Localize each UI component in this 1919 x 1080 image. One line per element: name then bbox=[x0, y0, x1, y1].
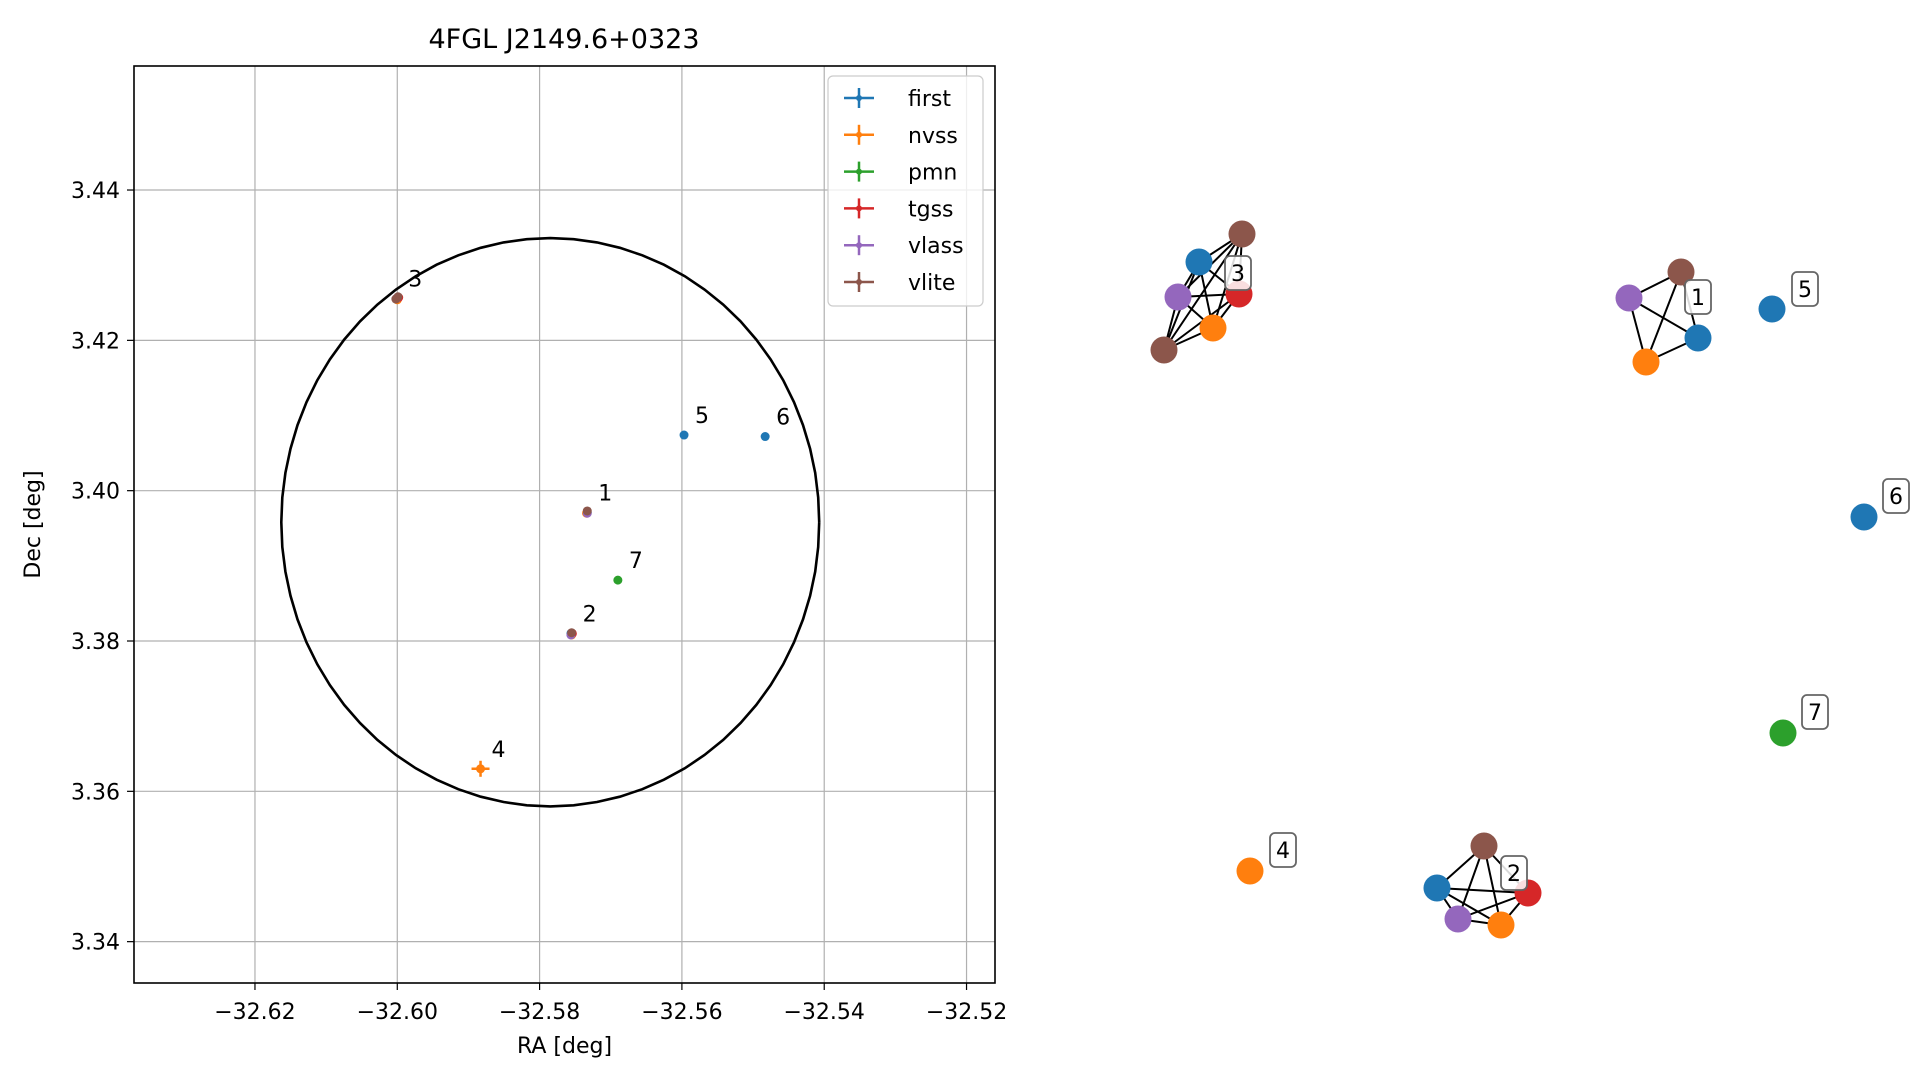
network-edge bbox=[1436, 887, 1529, 894]
legend-marker-tgss bbox=[856, 205, 862, 212]
network-label: 7 bbox=[1808, 701, 1822, 726]
legend-label-pmn: pmn bbox=[908, 161, 957, 186]
point-vlite bbox=[393, 292, 403, 302]
y-tick-label: 3.42 bbox=[71, 329, 120, 354]
point-first bbox=[760, 432, 770, 442]
network-nodes bbox=[1150, 220, 1878, 939]
network-label: 4 bbox=[1276, 839, 1290, 864]
legend-box bbox=[827, 75, 984, 307]
network-label: 3 bbox=[1231, 262, 1245, 287]
network-node-first bbox=[1850, 503, 1878, 531]
chart-title: 4FGL J2149.6+0323 bbox=[428, 24, 699, 55]
network-labels: 3 1 5 6 7 4 2 bbox=[1224, 255, 1910, 891]
scatter-points bbox=[391, 292, 770, 777]
point-vlite bbox=[582, 506, 592, 516]
y-axis-ticks: 3.34 3.36 3.38 3.40 3.42 3.44 bbox=[71, 179, 134, 956]
x-axis-ticks: −32.62 −32.60 −32.58 −32.56 −32.54 −32.52 bbox=[214, 983, 1007, 1025]
network-label: 6 bbox=[1889, 485, 1903, 510]
legend-label-vlite: vlite bbox=[908, 271, 955, 296]
network-label: 5 bbox=[1798, 278, 1812, 303]
point-annotation: 5 bbox=[695, 404, 709, 429]
network-label-box bbox=[1791, 271, 1819, 307]
legend-marker-vlite bbox=[856, 279, 862, 285]
network-node-first bbox=[1185, 248, 1213, 276]
point-vlite bbox=[567, 628, 577, 638]
network-node-vlass bbox=[1615, 284, 1643, 312]
network-node-pmn bbox=[1769, 719, 1797, 747]
network-label: 2 bbox=[1507, 862, 1521, 887]
x-axis-label: RA [deg] bbox=[517, 1034, 612, 1059]
network-edge bbox=[1163, 233, 1243, 351]
x-tick-label: −32.58 bbox=[499, 1000, 580, 1025]
point-annotation: 4 bbox=[492, 738, 506, 763]
y-tick-label: 3.38 bbox=[71, 630, 120, 655]
y-tick-label: 3.44 bbox=[71, 179, 120, 204]
network-label-box bbox=[1882, 478, 1910, 514]
y-tick-label: 3.40 bbox=[71, 480, 120, 505]
network-node-first bbox=[1684, 324, 1712, 352]
point-annotation: 1 bbox=[598, 481, 612, 506]
legend-label-nvss: nvss bbox=[908, 124, 958, 149]
scatter-annotations: 1 2 3 4 5 6 7 bbox=[408, 267, 790, 763]
x-tick-label: −32.52 bbox=[926, 1000, 1007, 1025]
point-annotation: 2 bbox=[583, 602, 597, 627]
point-first bbox=[679, 430, 689, 440]
legend-label-vlass: vlass bbox=[908, 234, 964, 259]
network-node-nvss bbox=[1236, 857, 1264, 885]
network-edges bbox=[1163, 233, 1699, 926]
point-annotation: 3 bbox=[408, 267, 422, 292]
network-node-nvss bbox=[1199, 314, 1227, 342]
x-tick-label: −32.54 bbox=[784, 1000, 865, 1025]
network-label-box bbox=[1684, 279, 1712, 315]
network-node-vlite bbox=[1150, 336, 1178, 364]
network-label-box bbox=[1269, 832, 1297, 868]
network-label-box bbox=[1224, 255, 1252, 291]
network-node-nvss bbox=[1487, 911, 1515, 939]
y-tick-label: 3.34 bbox=[71, 931, 120, 956]
point-nvss bbox=[476, 764, 486, 774]
y-tick-label: 3.36 bbox=[71, 780, 120, 805]
point-annotation: 6 bbox=[776, 406, 790, 431]
legend-marker-pmn bbox=[856, 168, 862, 175]
legend-label-first: first bbox=[908, 87, 951, 112]
source-network-graph: 3 1 5 6 7 4 2 bbox=[1150, 220, 1910, 939]
legend: first nvss pmn tgss vlass vlite bbox=[827, 75, 984, 307]
network-node-vlite bbox=[1228, 220, 1256, 248]
network-node-first bbox=[1423, 874, 1451, 902]
point-pmn bbox=[613, 575, 623, 585]
network-node-first bbox=[1758, 295, 1786, 323]
legend-marker-first bbox=[856, 95, 862, 101]
network-node-vlass bbox=[1164, 283, 1192, 311]
legend-label-tgss: tgss bbox=[908, 197, 954, 222]
network-node-nvss bbox=[1632, 348, 1660, 376]
network-label-box bbox=[1500, 855, 1528, 891]
network-node-vlite bbox=[1470, 832, 1498, 860]
network-label-box bbox=[1801, 694, 1829, 730]
network-node-vlite bbox=[1667, 258, 1695, 286]
network-label: 1 bbox=[1691, 286, 1705, 311]
x-tick-label: −32.62 bbox=[214, 1000, 295, 1025]
legend-marker-vlass bbox=[856, 242, 862, 249]
search-circle bbox=[279, 236, 821, 808]
network-node-vlass bbox=[1444, 905, 1472, 933]
legend-marker-nvss bbox=[856, 131, 862, 138]
x-tick-label: −32.56 bbox=[641, 1000, 722, 1025]
y-axis-label: Dec [deg] bbox=[21, 470, 46, 578]
x-tick-label: −32.60 bbox=[357, 1000, 438, 1025]
search-radius-circle bbox=[279, 236, 821, 808]
plot-frame bbox=[133, 65, 996, 984]
point-annotation: 7 bbox=[629, 549, 643, 574]
